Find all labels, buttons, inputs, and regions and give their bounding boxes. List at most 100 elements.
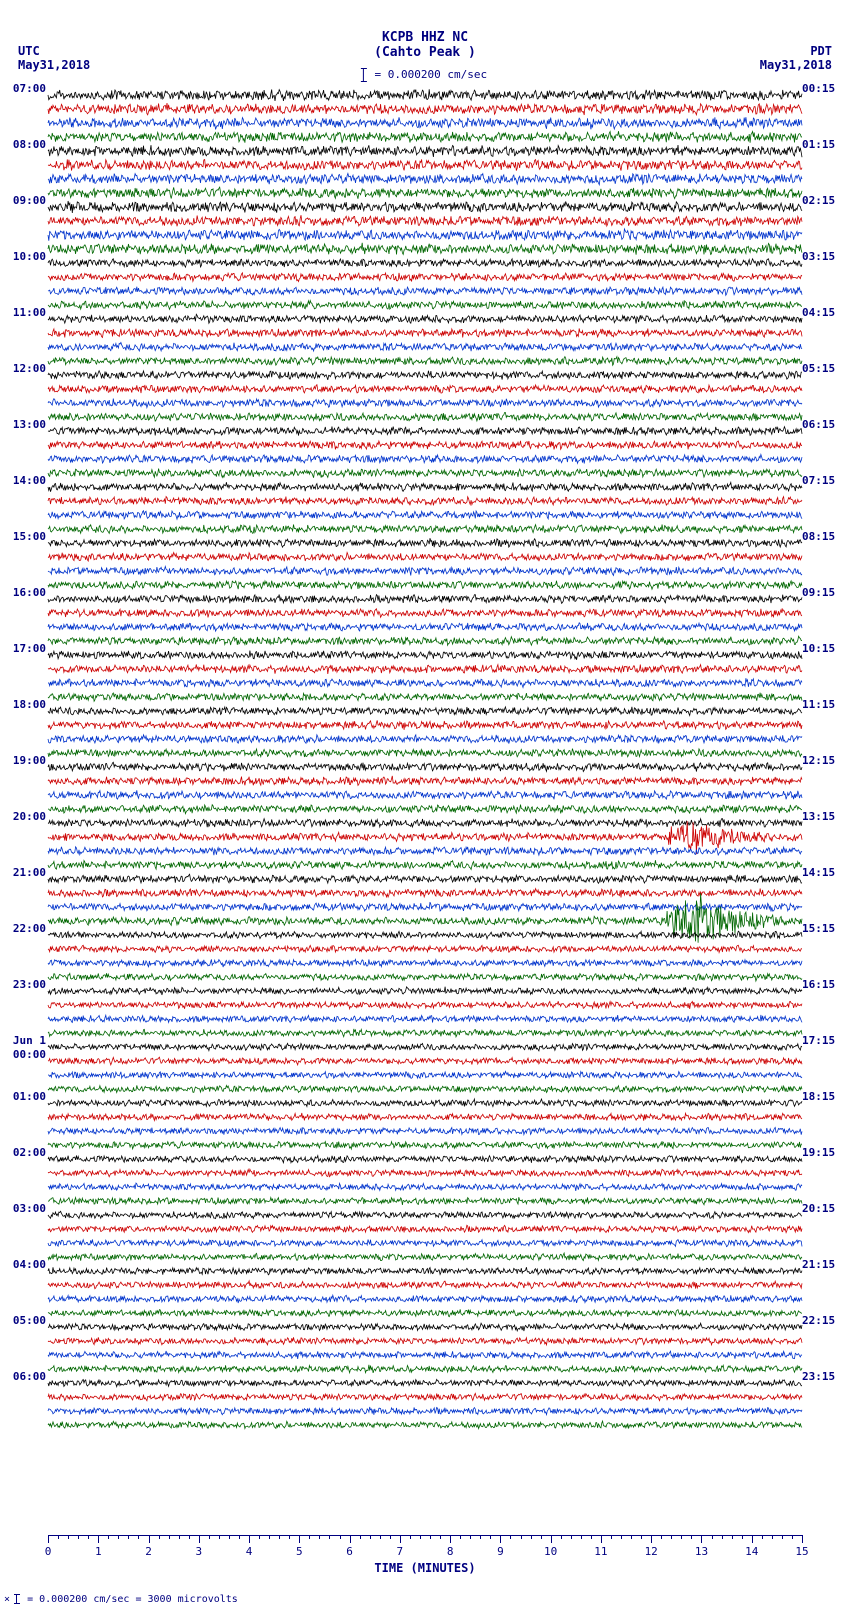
tick-minor [531, 1535, 532, 1539]
seismic-trace [48, 1264, 802, 1278]
tick-major [199, 1535, 200, 1543]
axis-line [48, 1535, 802, 1536]
hour-label-left: 00:00 [2, 1048, 46, 1061]
seismic-trace [48, 1404, 802, 1418]
seismic-trace [48, 816, 802, 830]
tick-minor [289, 1535, 290, 1539]
seismic-trace [48, 1320, 802, 1334]
tick-minor [169, 1535, 170, 1539]
tick-minor [631, 1535, 632, 1539]
tick-minor [470, 1535, 471, 1539]
seismic-trace [48, 1348, 802, 1362]
tick-minor [581, 1535, 582, 1539]
footer-marker: × [4, 1594, 10, 1605]
seismic-trace [48, 424, 802, 438]
seismic-trace [48, 620, 802, 634]
tick-label: 8 [447, 1545, 454, 1558]
seismic-trace [48, 144, 802, 158]
tick-label: 2 [145, 1545, 152, 1558]
tick-major [500, 1535, 501, 1543]
tick-minor [681, 1535, 682, 1539]
seismic-trace [48, 1376, 802, 1390]
seismic-trace [48, 1180, 802, 1194]
seismic-trace [48, 858, 802, 872]
tick-minor [209, 1535, 210, 1539]
tick-minor [460, 1535, 461, 1539]
seismic-trace [48, 564, 802, 578]
tick-minor [661, 1535, 662, 1539]
seismic-trace [48, 186, 802, 200]
seismic-trace [48, 1138, 802, 1152]
hour-label-right: 20:15 [802, 1202, 846, 1215]
tick-minor [561, 1535, 562, 1539]
seismic-trace [48, 522, 802, 536]
tick-label: 0 [45, 1545, 52, 1558]
hour-label-left: 09:00 [2, 194, 46, 207]
seismic-trace [48, 242, 802, 256]
tick-minor [430, 1535, 431, 1539]
seismic-trace [48, 984, 802, 998]
tick-minor [591, 1535, 592, 1539]
plot-area [48, 88, 802, 1535]
tick-label: 9 [497, 1545, 504, 1558]
scale-indicator: = 0.000200 cm/sec [363, 68, 487, 82]
hour-label-left: 15:00 [2, 530, 46, 543]
hour-label-left: 04:00 [2, 1258, 46, 1271]
seismic-trace [48, 1278, 802, 1292]
hour-label-left: 12:00 [2, 362, 46, 375]
tick-minor [712, 1535, 713, 1539]
tick-label: 5 [296, 1545, 303, 1558]
tick-minor [792, 1535, 793, 1539]
seismic-trace [48, 508, 802, 522]
date-marker: Jun 1 [2, 1034, 46, 1047]
hour-label-right: 00:15 [802, 82, 846, 95]
hour-label-right: 09:15 [802, 586, 846, 599]
tick-minor [521, 1535, 522, 1539]
footer: × = 0.000200 cm/sec = 3000 microvolts [4, 1594, 238, 1605]
seismic-trace [48, 998, 802, 1012]
tick-minor [239, 1535, 240, 1539]
seismic-trace [48, 802, 802, 816]
x-axis: 0123456789101112131415 [48, 1535, 802, 1561]
seismic-trace [48, 774, 802, 788]
footer-scale-bar-icon [16, 1594, 17, 1604]
tick-minor [370, 1535, 371, 1539]
hour-label-right: 15:15 [802, 922, 846, 935]
seismic-trace [48, 1390, 802, 1404]
seismic-trace [48, 1292, 802, 1306]
seismic-trace [48, 1362, 802, 1376]
hour-label-right: 13:15 [802, 810, 846, 823]
tick-label: 14 [745, 1545, 758, 1558]
hour-label-left: 21:00 [2, 866, 46, 879]
hour-label-left: 05:00 [2, 1314, 46, 1327]
tick-major [249, 1535, 250, 1543]
tick-minor [621, 1535, 622, 1539]
seismic-trace [48, 270, 802, 284]
hour-label-right: 22:15 [802, 1314, 846, 1327]
seismic-trace [48, 1306, 802, 1320]
seismic-trace [48, 872, 802, 886]
tick-minor [782, 1535, 783, 1539]
hour-label-left: 16:00 [2, 586, 46, 599]
seismic-trace [48, 326, 802, 340]
tick-minor [480, 1535, 481, 1539]
seismic-trace [48, 1012, 802, 1026]
hour-label-left: 08:00 [2, 138, 46, 151]
tick-minor [732, 1535, 733, 1539]
seismic-trace [48, 886, 802, 900]
tick-minor [541, 1535, 542, 1539]
seismic-trace [48, 228, 802, 242]
hour-label-left: 22:00 [2, 922, 46, 935]
seismic-trace [48, 788, 802, 802]
hour-label-left: 01:00 [2, 1090, 46, 1103]
seismic-trace [48, 746, 802, 760]
seismic-trace [48, 676, 802, 690]
seismic-trace [48, 1194, 802, 1208]
tick-minor [742, 1535, 743, 1539]
hour-label-left: 18:00 [2, 698, 46, 711]
tick-major [400, 1535, 401, 1543]
seismic-trace [48, 1068, 802, 1082]
hour-label-right: 10:15 [802, 642, 846, 655]
seismic-trace [48, 956, 802, 970]
hour-label-right: 05:15 [802, 362, 846, 375]
